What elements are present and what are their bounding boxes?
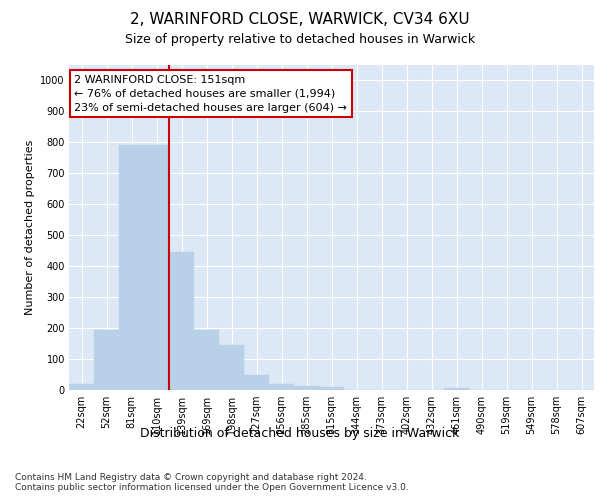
Bar [144, 146, 169, 390]
Y-axis label: Number of detached properties: Number of detached properties [25, 140, 35, 315]
Bar [94, 330, 119, 390]
Bar [119, 146, 144, 390]
Bar [294, 386, 319, 390]
Bar [219, 345, 244, 390]
Text: 2 WARINFORD CLOSE: 151sqm
← 76% of detached houses are smaller (1,994)
23% of se: 2 WARINFORD CLOSE: 151sqm ← 76% of detac… [74, 74, 347, 113]
Bar [194, 330, 219, 390]
Bar [444, 388, 469, 390]
Bar [169, 252, 194, 390]
Text: Distribution of detached houses by size in Warwick: Distribution of detached houses by size … [140, 428, 460, 440]
Bar [319, 387, 344, 390]
Bar [244, 374, 269, 390]
Text: Size of property relative to detached houses in Warwick: Size of property relative to detached ho… [125, 32, 475, 46]
Text: Contains HM Land Registry data © Crown copyright and database right 2024.
Contai: Contains HM Land Registry data © Crown c… [15, 472, 409, 492]
Bar [69, 384, 94, 390]
Bar [269, 384, 294, 390]
Text: 2, WARINFORD CLOSE, WARWICK, CV34 6XU: 2, WARINFORD CLOSE, WARWICK, CV34 6XU [130, 12, 470, 28]
